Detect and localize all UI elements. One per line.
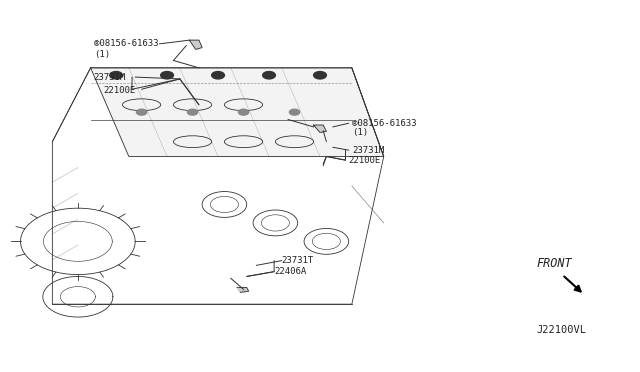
Circle shape xyxy=(188,109,198,115)
Circle shape xyxy=(314,71,326,79)
Circle shape xyxy=(262,71,275,79)
Circle shape xyxy=(212,71,225,79)
Text: 23731M: 23731M xyxy=(94,73,126,81)
Circle shape xyxy=(289,109,300,115)
Text: 23731M: 23731M xyxy=(352,147,384,155)
Text: FRONT: FRONT xyxy=(537,257,572,270)
Circle shape xyxy=(239,109,248,115)
Polygon shape xyxy=(189,40,202,49)
Circle shape xyxy=(136,109,147,115)
Text: (1): (1) xyxy=(94,51,110,60)
Text: 23731T: 23731T xyxy=(282,256,314,265)
Polygon shape xyxy=(237,288,248,292)
Circle shape xyxy=(161,71,173,79)
Text: (1): (1) xyxy=(352,128,368,137)
Text: ®08156-61633: ®08156-61633 xyxy=(352,119,417,128)
Polygon shape xyxy=(314,125,326,132)
Polygon shape xyxy=(91,68,384,157)
Text: 22100E: 22100E xyxy=(349,156,381,166)
Text: 22100E: 22100E xyxy=(103,86,136,94)
Circle shape xyxy=(109,71,122,79)
Text: J22100VL: J22100VL xyxy=(537,325,587,335)
Text: 22406A: 22406A xyxy=(274,267,307,276)
Text: ®08156-61633: ®08156-61633 xyxy=(94,39,158,48)
